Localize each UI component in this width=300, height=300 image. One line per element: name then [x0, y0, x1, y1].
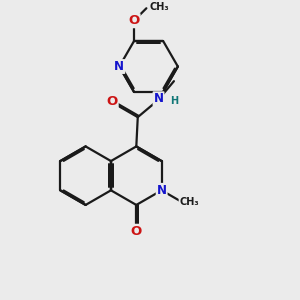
- Text: N: N: [114, 60, 124, 73]
- Text: O: O: [128, 14, 140, 27]
- Text: N: N: [154, 92, 164, 105]
- Text: O: O: [131, 225, 142, 238]
- Text: N: N: [157, 184, 167, 197]
- Text: CH₃: CH₃: [179, 197, 199, 207]
- Text: CH₃: CH₃: [150, 2, 170, 11]
- Text: O: O: [106, 95, 118, 108]
- Text: H: H: [170, 96, 178, 106]
